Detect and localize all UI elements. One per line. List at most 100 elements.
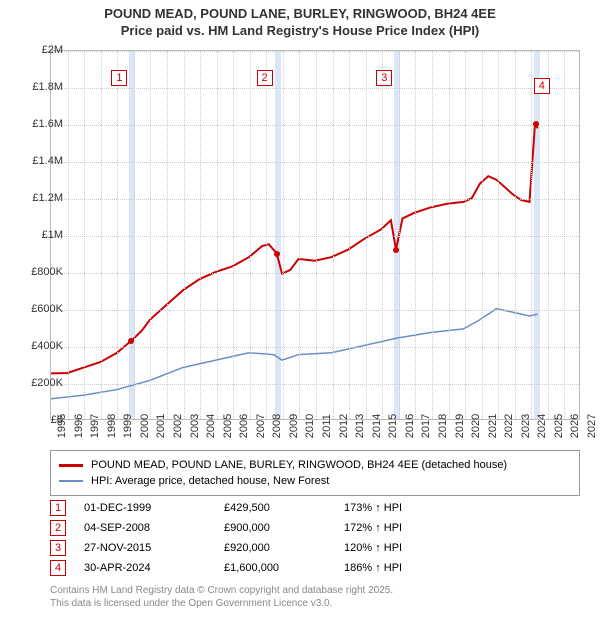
x-axis-label: 2015: [387, 414, 399, 438]
title-line-1: POUND MEAD, POUND LANE, BURLEY, RINGWOOD…: [0, 6, 600, 23]
gridline-v: [299, 51, 300, 419]
x-axis-label: 2003: [189, 414, 201, 438]
sale-price: £920,000: [224, 542, 344, 554]
gridline-v: [150, 51, 151, 419]
y-axis-label: £2M: [42, 44, 63, 56]
sale-pct: 186% ↑ HPI: [344, 562, 464, 574]
sale-date: 01-DEC-1999: [84, 502, 224, 514]
title-block: POUND MEAD, POUND LANE, BURLEY, RINGWOOD…: [0, 0, 600, 40]
x-axis-label: 2014: [371, 414, 383, 438]
x-axis-label: 1995: [56, 414, 68, 438]
marker-box: 4: [534, 78, 550, 94]
y-axis-label: £1.8M: [32, 81, 63, 93]
sale-price: £900,000: [224, 522, 344, 534]
gridline-v: [134, 51, 135, 419]
table-row: 1 01-DEC-1999 £429,500 173% ↑ HPI: [50, 498, 464, 518]
gridline-h: [51, 236, 579, 237]
y-axis-label: £1.4M: [32, 155, 63, 167]
gridline-v: [382, 51, 383, 419]
marker-box: 3: [376, 70, 392, 86]
gridline-v: [316, 51, 317, 419]
gridline-v: [184, 51, 185, 419]
x-axis-label: 2017: [421, 414, 433, 438]
sales-table: 1 01-DEC-1999 £429,500 173% ↑ HPI 2 04-S…: [50, 498, 464, 578]
y-axis-label: £400K: [31, 340, 63, 352]
x-axis-label: 1998: [106, 414, 118, 438]
chart-container: POUND MEAD, POUND LANE, BURLEY, RINGWOOD…: [0, 0, 600, 620]
x-axis-label: 2006: [238, 414, 250, 438]
legend-row: HPI: Average price, detached house, New …: [59, 473, 571, 489]
x-axis-label: 2013: [354, 414, 366, 438]
x-axis-label: 2010: [305, 414, 317, 438]
sale-price: £429,500: [224, 502, 344, 514]
gridline-v: [233, 51, 234, 419]
x-axis-label: 2019: [454, 414, 466, 438]
sale-marker: 2: [50, 520, 66, 536]
x-axis-label: 2016: [404, 414, 416, 438]
x-axis-label: 2024: [537, 414, 549, 438]
x-axis-label: 2009: [288, 414, 300, 438]
x-axis-label: 2022: [503, 414, 515, 438]
marker-dot: [274, 251, 280, 257]
y-axis-label: £600K: [31, 303, 63, 315]
gridline-h: [51, 88, 579, 89]
gridline-v: [432, 51, 433, 419]
y-axis-label: £1.6M: [32, 118, 63, 130]
gridline-v: [465, 51, 466, 419]
x-axis-label: 2007: [255, 414, 267, 438]
gridline-v: [283, 51, 284, 419]
title-line-2: Price paid vs. HM Land Registry's House …: [0, 23, 600, 40]
x-axis-label: 1997: [89, 414, 101, 438]
gridline-v: [531, 51, 532, 419]
x-axis-label: 1999: [122, 414, 134, 438]
footnote-line: This data is licensed under the Open Gov…: [50, 597, 393, 610]
gridline-v: [399, 51, 400, 419]
marker-box: 2: [257, 70, 273, 86]
sale-marker: 3: [50, 540, 66, 556]
sale-pct: 120% ↑ HPI: [344, 542, 464, 554]
table-row: 3 27-NOV-2015 £920,000 120% ↑ HPI: [50, 538, 464, 558]
sale-marker: 1: [50, 500, 66, 516]
gridline-h: [51, 199, 579, 200]
gridline-v: [101, 51, 102, 419]
gridline-v: [68, 51, 69, 419]
gridline-v: [498, 51, 499, 419]
marker-dot: [533, 121, 539, 127]
x-axis-label: 2001: [156, 414, 168, 438]
x-axis-label: 2027: [586, 414, 598, 438]
table-row: 4 30-APR-2024 £1,600,000 186% ↑ HPI: [50, 558, 464, 578]
table-row: 2 04-SEP-2008 £900,000 172% ↑ HPI: [50, 518, 464, 538]
gridline-v: [167, 51, 168, 419]
chart-plot-area: [50, 50, 580, 420]
gridline-h: [51, 310, 579, 311]
gridline-v: [564, 51, 565, 419]
gridline-h: [51, 347, 579, 348]
gridline-v: [250, 51, 251, 419]
legend-label: HPI: Average price, detached house, New …: [91, 475, 329, 487]
gridline-v: [548, 51, 549, 419]
x-axis-label: 2021: [487, 414, 499, 438]
y-axis-label: £200K: [31, 377, 63, 389]
y-axis-label: £1.2M: [32, 192, 63, 204]
x-axis-label: 2023: [520, 414, 532, 438]
x-axis-label: 2025: [553, 414, 565, 438]
sale-date: 30-APR-2024: [84, 562, 224, 574]
gridline-v: [117, 51, 118, 419]
legend-row: POUND MEAD, POUND LANE, BURLEY, RINGWOOD…: [59, 457, 571, 473]
gridline-h: [51, 162, 579, 163]
gridline-v: [200, 51, 201, 419]
gridline-v: [366, 51, 367, 419]
gridline-h: [51, 273, 579, 274]
footnote-line: Contains HM Land Registry data © Crown c…: [50, 584, 393, 597]
gridline-v: [217, 51, 218, 419]
gridline-v: [333, 51, 334, 419]
y-axis-label: £1M: [42, 229, 63, 241]
gridline-h: [51, 51, 579, 52]
sale-marker: 4: [50, 560, 66, 576]
gridline-v: [84, 51, 85, 419]
marker-dot: [128, 338, 134, 344]
chart-lines-svg: [51, 51, 579, 419]
footnote: Contains HM Land Registry data © Crown c…: [50, 584, 393, 610]
legend: POUND MEAD, POUND LANE, BURLEY, RINGWOOD…: [50, 450, 580, 496]
marker-box: 1: [111, 70, 127, 86]
